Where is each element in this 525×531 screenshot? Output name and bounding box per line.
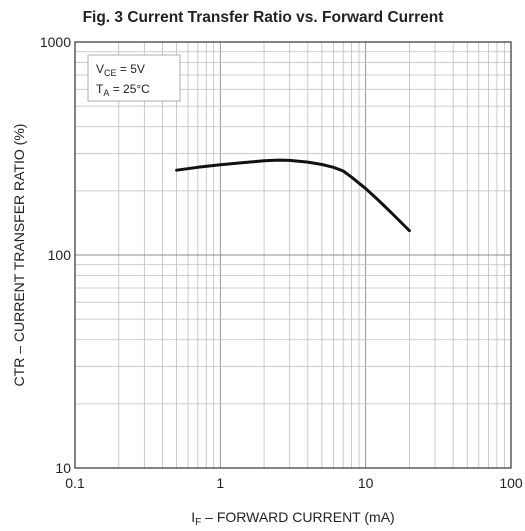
grid (75, 42, 511, 468)
legend-vce: VCE = 5V (96, 62, 145, 78)
legend-ta: TA = 25°C (96, 82, 150, 98)
chart-title: Fig. 3 Current Transfer Ratio vs. Forwar… (83, 9, 444, 26)
legend-box (87, 54, 181, 102)
series-line (175, 158, 411, 233)
x-axis-label: IF – FORWARD CURRENT (mA) (191, 509, 394, 528)
y-tick-label: 1000 (40, 34, 71, 50)
x-tick-label: 1 (216, 475, 224, 491)
x-tick-label: 100 (499, 475, 523, 491)
y-tick-label: 100 (48, 247, 72, 263)
x-tick-label: 0.1 (65, 475, 85, 491)
y-axis-label: CTR – CURRENT TRANSFER RATIO (%) (11, 124, 27, 387)
conditions-legend: VCE = 5V TA = 25°C (87, 54, 181, 102)
y-tick-label: 10 (55, 460, 71, 476)
y-tick-labels: 10 100 1000 (40, 34, 71, 476)
x-tick-label: 10 (358, 475, 374, 491)
x-tick-labels: 0.1 1 10 100 (65, 475, 523, 491)
data-series (175, 158, 411, 233)
plot-frame (74, 41, 512, 469)
